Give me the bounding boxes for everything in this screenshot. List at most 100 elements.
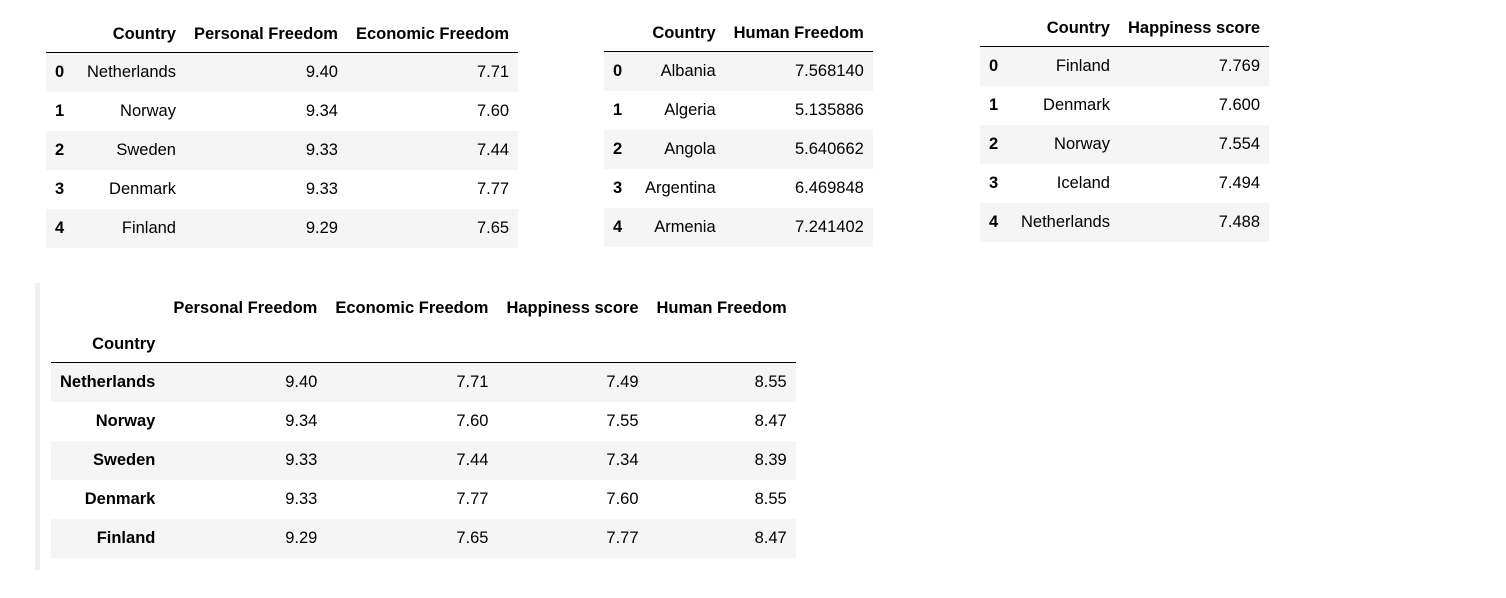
table-cell: 7.241402 (795, 218, 864, 236)
table-cell: 7.77 (476, 180, 510, 198)
table-row: 0 Albania 7.568140 (604, 51, 873, 91)
table-cell: Sweden (116, 141, 176, 159)
row-index: 4 (989, 213, 999, 231)
table-cell: 9.33 (285, 451, 318, 469)
table-cell: Argentina (645, 179, 716, 197)
row-index: 3 (613, 179, 623, 197)
table-cell: Netherlands (87, 63, 176, 81)
table-cell: 7.554 (1218, 135, 1261, 153)
row-index: 1 (55, 102, 65, 120)
table-cell: 9.40 (305, 63, 338, 81)
table-row: 4 Netherlands 7.488 (980, 203, 1270, 242)
table-cell: 7.60 (606, 490, 639, 508)
table-row: 1 Denmark 7.600 (980, 86, 1269, 125)
column-header-economic-freedom: Economic Freedom (335, 298, 489, 317)
table-cell: 9.40 (285, 373, 318, 391)
table-row: 4 Finland 9.29 7.65 (46, 209, 519, 248)
table-cell: 9.34 (285, 412, 318, 430)
column-header-human-freedom: Human Freedom (656, 298, 787, 317)
table-cell: 9.29 (305, 219, 338, 237)
table-cell: 7.77 (456, 490, 489, 508)
table-cell: 9.34 (305, 102, 338, 120)
table-cell: 8.47 (754, 412, 787, 430)
row-index: 0 (989, 57, 999, 75)
column-header-country: Country (1012, 10, 1119, 47)
table-cell: 7.44 (476, 141, 510, 159)
table-row: 2 Angola 5.640662 (604, 130, 873, 169)
index-header (46, 16, 78, 53)
table-cell: 7.65 (456, 529, 489, 547)
row-index: 1 (613, 101, 623, 119)
table-row: 3 Argentina 6.469848 (604, 169, 873, 208)
row-index: 3 (989, 174, 999, 192)
table-cell: 7.488 (1218, 213, 1261, 231)
table-row: 0 Finland 7.769 (980, 46, 1270, 86)
table-cell: 7.71 (456, 373, 489, 391)
table-cell: 7.71 (476, 63, 510, 81)
table-row: Netherlands 9.40 7.71 7.49 8.55 (51, 362, 796, 402)
row-index: 4 (613, 218, 623, 236)
dataframe-table-merged: Personal Freedom Economic Freedom Happin… (51, 290, 796, 558)
column-header-happiness-score: Happiness score (1118, 10, 1270, 47)
table-row: 2 Sweden 9.33 7.44 (46, 131, 519, 170)
table-row: 2 Norway 7.554 (980, 125, 1270, 164)
table-row: 1 Norway 9.34 7.60 (46, 92, 518, 131)
table-cell: 7.568140 (795, 62, 864, 80)
table-cell: 8.39 (754, 451, 787, 469)
index-header (980, 10, 1012, 47)
column-header-country: Country (78, 16, 185, 53)
table-cell: Netherlands (1021, 213, 1110, 231)
row-index: 0 (613, 62, 623, 80)
table-cell: Norway (120, 102, 176, 120)
table-cell: Angola (664, 140, 716, 158)
column-header-economic-freedom: Economic Freedom (346, 16, 519, 53)
row-index: 1 (989, 96, 999, 114)
dataframe-table-human-freedom: Country Human Freedom 0 Albania 7.568140 1 A… (604, 15, 873, 247)
column-header-personal-freedom: Personal Freedom (173, 298, 318, 317)
index-header (604, 15, 636, 52)
dataframe-table-freedom: Country Personal Freedom Economic Freedo… (46, 16, 519, 248)
table-row: Denmark 9.33 7.77 7.60 8.55 (51, 480, 796, 519)
table-row: Sweden 9.33 7.44 7.34 8.39 (51, 441, 796, 480)
table-row: Finland 9.29 7.65 7.77 8.47 (51, 519, 796, 558)
table-cell: 7.55 (606, 412, 639, 430)
table-cell: Finland (1055, 57, 1110, 75)
table-cell: 7.769 (1218, 57, 1261, 75)
table-cell: 7.34 (606, 451, 639, 469)
table-row: 3 Iceland 7.494 (980, 164, 1269, 203)
row-index: 3 (55, 180, 65, 198)
table-cell: Algeria (664, 101, 716, 119)
table-cell: 9.33 (305, 141, 338, 159)
column-header-country: Country (636, 15, 725, 52)
table-cell: Albania (660, 62, 716, 80)
table-cell: 7.600 (1218, 96, 1261, 114)
table-cell: 8.55 (754, 373, 787, 391)
table-cell: Armenia (654, 218, 716, 236)
row-index: Denmark (84, 490, 156, 508)
row-index: 2 (55, 141, 65, 159)
row-index: 2 (989, 135, 999, 153)
row-index: 4 (55, 219, 65, 237)
table-cell: 7.44 (456, 451, 489, 469)
table-row: 3 Denmark 9.33 7.77 (46, 170, 518, 209)
output-cell-gutter (35, 283, 40, 570)
column-header-happiness-score: Happiness score (506, 298, 639, 317)
table-cell: 6.469848 (795, 179, 864, 197)
table-row: Norway 9.34 7.60 7.55 8.47 (51, 402, 796, 441)
table-cell: 8.55 (754, 490, 787, 508)
table-cell: Finland (121, 219, 176, 237)
row-index: Finland (96, 529, 156, 547)
index-name-header: Country (51, 326, 165, 363)
table-row: 1 Algeria 5.135886 (604, 91, 873, 130)
table-cell: Denmark (1043, 96, 1110, 114)
table-cell: 7.60 (476, 102, 510, 120)
table-cell: 9.33 (305, 180, 338, 198)
table-cell: 5.135886 (795, 101, 864, 119)
row-index: Sweden (93, 451, 156, 469)
table-cell: Denmark (109, 180, 176, 198)
column-header-personal-freedom: Personal Freedom (184, 16, 347, 53)
column-header-human-freedom: Human Freedom (724, 15, 873, 52)
table-cell: 7.494 (1218, 174, 1261, 192)
table-cell: 9.33 (285, 490, 318, 508)
row-index: Netherlands (60, 373, 156, 391)
